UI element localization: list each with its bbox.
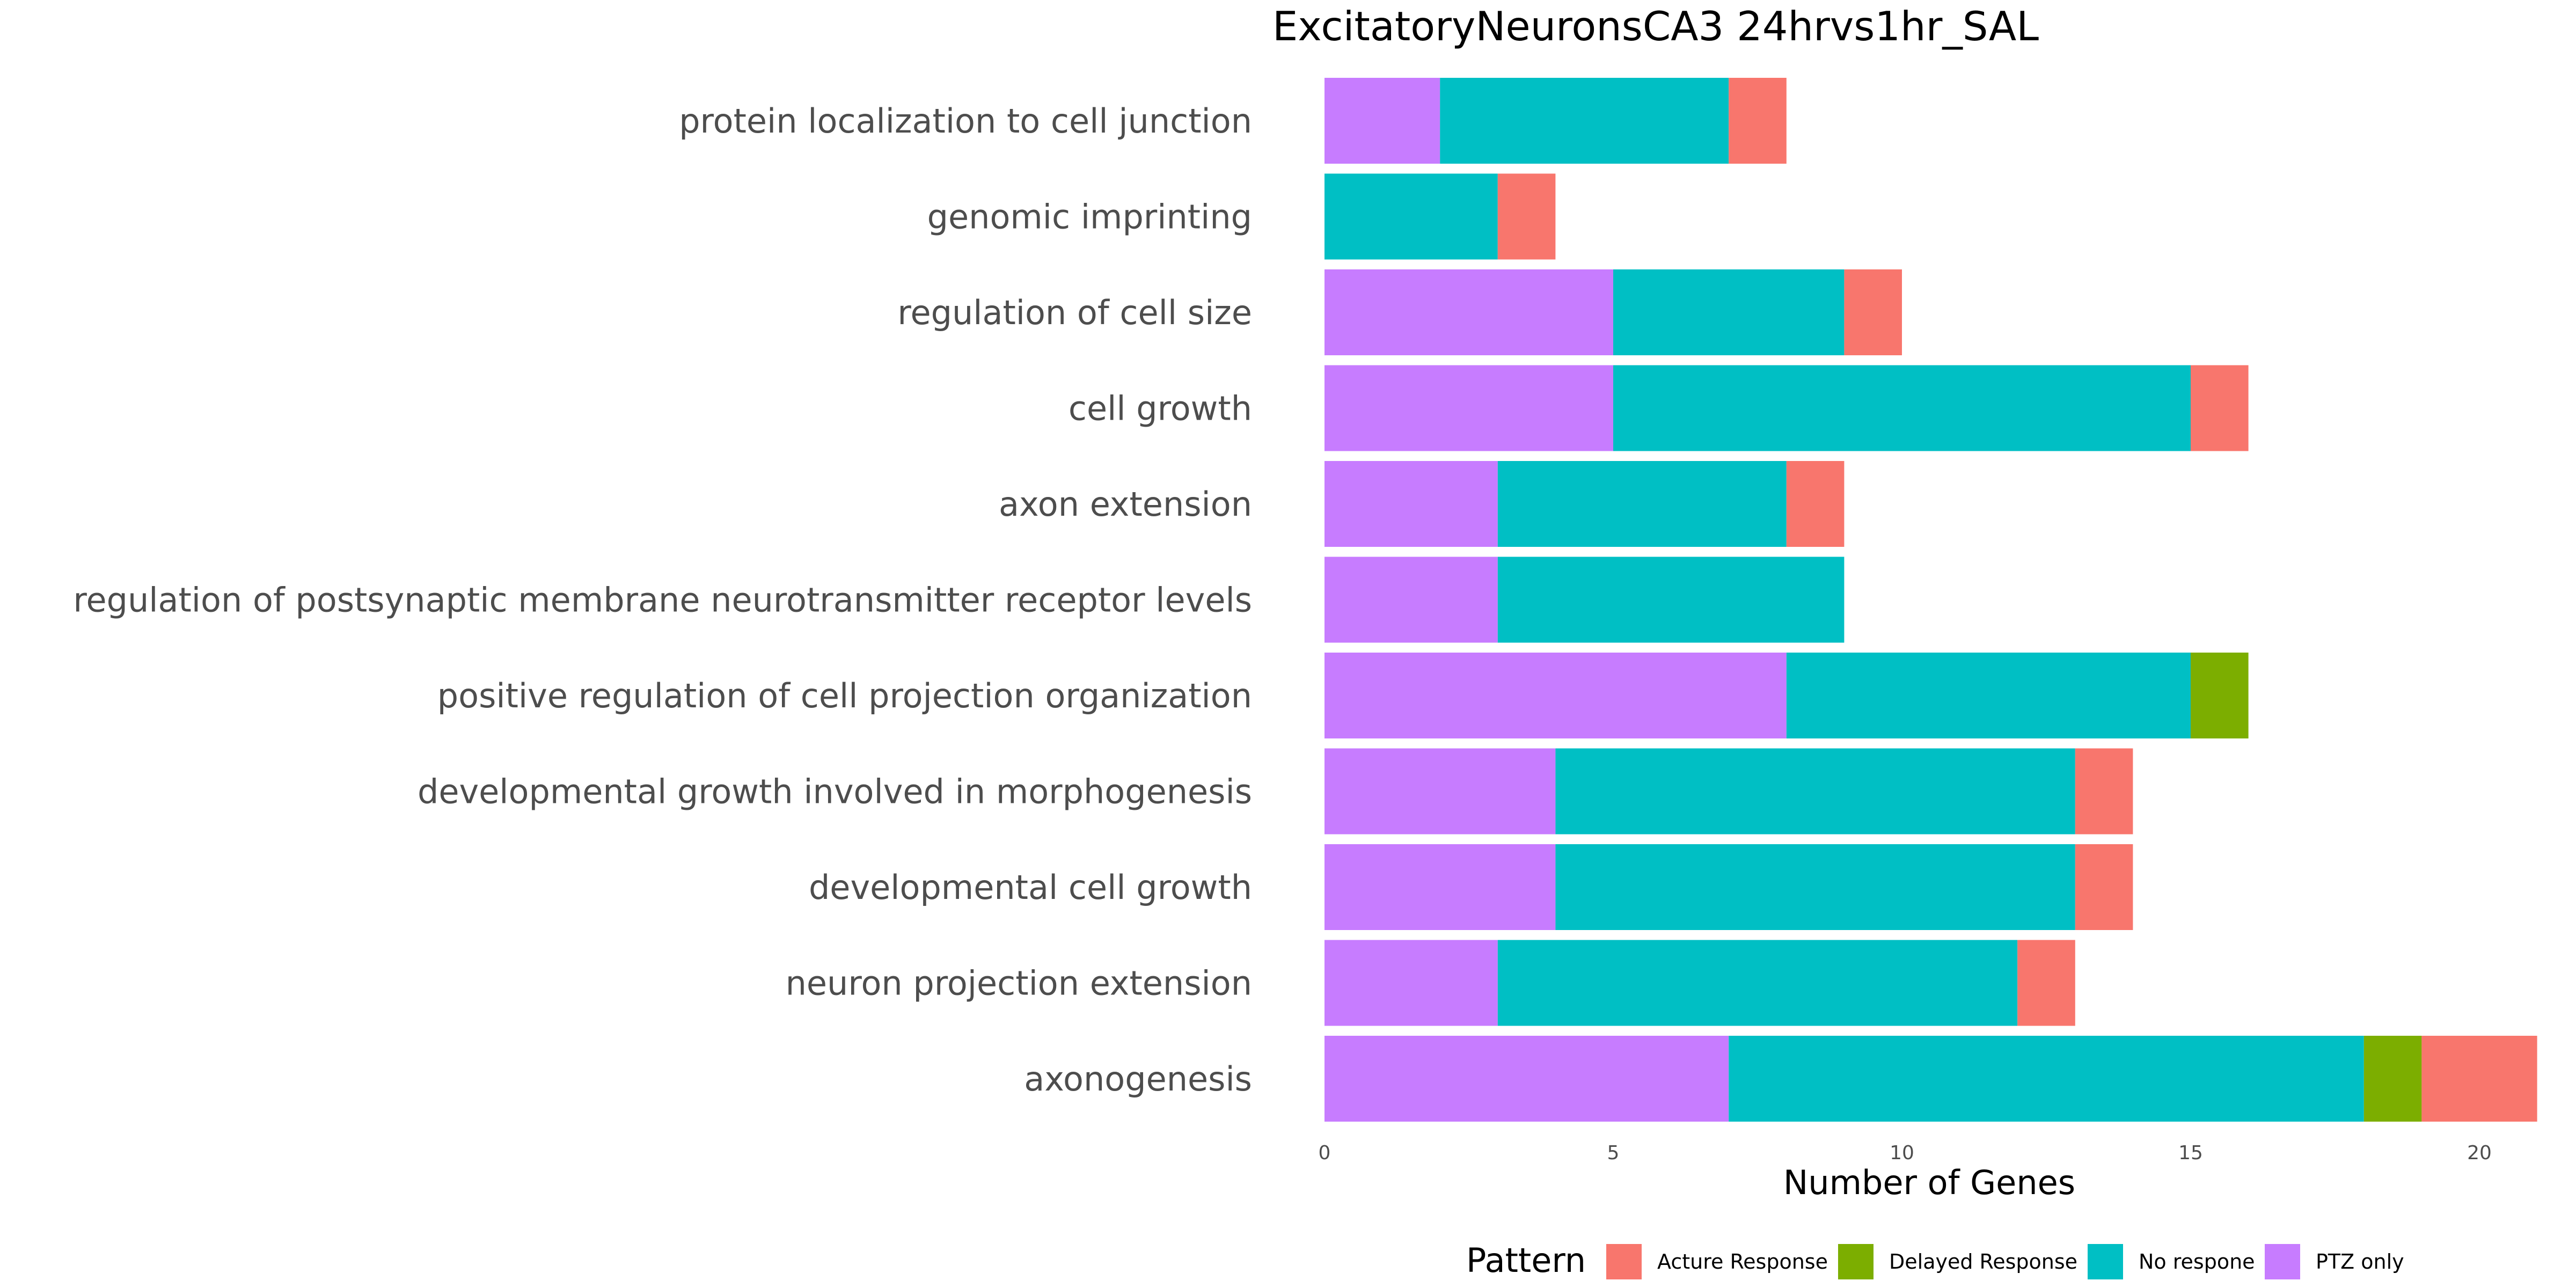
legend-label-ptz-only: PTZ only (2316, 1250, 2404, 1274)
category-label: developmental cell growth (809, 868, 1252, 907)
category-label: regulation of postsynaptic membrane neur… (73, 581, 1252, 620)
bar-no-respone-8 (1555, 748, 2075, 835)
x-tick-label: 0 (1319, 1142, 1331, 1164)
bar-no-respone-6 (1497, 557, 1845, 643)
bar-delayed-response-11 (2363, 1036, 2422, 1122)
bar-ptz-only-7 (1324, 653, 1787, 738)
bar-acture-response-3 (1844, 269, 1902, 355)
bar-acture-response-1 (1729, 78, 1787, 164)
legend-swatch-acture-response (1606, 1244, 1642, 1279)
bar-no-respone-1 (1440, 78, 1729, 164)
legend-title: Pattern (1466, 1241, 1586, 1280)
bar-no-respone-2 (1324, 173, 1498, 260)
category-label: protein localization to cell junction (679, 101, 1252, 141)
category-labels: protein localization to cell junction gen… (73, 101, 1252, 1099)
bar-ptz-only-11 (1324, 1036, 1729, 1122)
bar-acture-response-2 (1497, 173, 1556, 260)
legend: Pattern Acture Response Delayed Response N… (1466, 1241, 2404, 1280)
bar-no-respone-11 (1729, 1036, 2364, 1122)
bar-acture-response-10 (2017, 940, 2075, 1026)
category-label: cell growth (1069, 389, 1252, 428)
bar-acture-response-4 (2191, 365, 2249, 451)
bar-no-respone-3 (1613, 269, 1845, 355)
bar-no-respone-7 (1786, 653, 2191, 738)
category-label: genomic imprinting (927, 197, 1252, 237)
bar-no-respone-4 (1613, 365, 2191, 451)
category-label: positive regulation of cell projection o… (437, 676, 1252, 715)
bar-no-respone-5 (1497, 461, 1787, 547)
bar-ptz-only-10 (1324, 940, 1498, 1026)
legend-label-acture-response: Acture Response (1657, 1250, 1828, 1274)
legend-swatch-delayed-response (1838, 1244, 1874, 1279)
legend-label-no-respone: No respone (2139, 1250, 2255, 1274)
category-label: axonogenesis (1024, 1059, 1252, 1099)
bar-ptz-only-8 (1324, 748, 1556, 835)
x-tick-label: 20 (2467, 1142, 2492, 1164)
x-axis-ticks: 0 5 10 15 20 (1319, 1142, 2492, 1164)
bar-no-respone-10 (1497, 940, 2018, 1026)
bar-delayed-response-7 (2191, 653, 2249, 738)
category-label: neuron projection extension (786, 964, 1252, 1003)
bar-acture-response-11 (2421, 1036, 2537, 1122)
legend-swatch-ptz-only (2265, 1244, 2300, 1279)
category-label: axon extension (999, 485, 1252, 524)
category-label: regulation of cell size (897, 293, 1252, 332)
bar-ptz-only-5 (1324, 461, 1498, 547)
bar-ptz-only-4 (1324, 365, 1613, 451)
bars-group (1324, 78, 2537, 1122)
chart-title: ExcitatoryNeuronsCA3 24hrvs1hr_SAL (1272, 3, 2039, 50)
bar-ptz-only-6 (1324, 557, 1498, 643)
x-axis-title: Number of Genes (1783, 1163, 2075, 1202)
bar-ptz-only-1 (1324, 78, 1440, 164)
bar-no-respone-9 (1555, 844, 2075, 930)
bar-acture-response-5 (1786, 461, 1845, 547)
bar-acture-response-9 (2075, 844, 2133, 930)
x-tick-label: 15 (2178, 1142, 2203, 1164)
bar-acture-response-8 (2075, 748, 2133, 835)
category-label: developmental growth involved in morphog… (418, 772, 1252, 811)
legend-label-delayed-response: Delayed Response (1889, 1250, 2077, 1274)
legend-swatch-no-respone (2088, 1244, 2123, 1279)
legend-items: Acture Response Delayed Response No respon… (1606, 1244, 2404, 1279)
bar-ptz-only-9 (1324, 844, 1556, 930)
x-tick-label: 10 (1890, 1142, 1914, 1164)
bar-ptz-only-3 (1324, 269, 1613, 355)
x-tick-label: 5 (1607, 1142, 1620, 1164)
